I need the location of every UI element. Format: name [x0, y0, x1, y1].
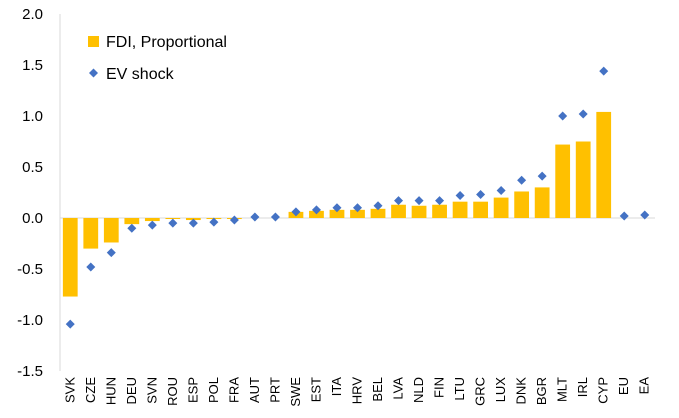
point-fra	[229, 215, 239, 225]
x-tick-label: IRL	[575, 377, 590, 397]
point-deu	[127, 223, 137, 233]
x-tick-label: NLD	[411, 377, 426, 403]
point-hun	[106, 248, 116, 258]
x-tick-label: DEU	[124, 377, 139, 404]
point-rou	[168, 218, 178, 228]
point-nld	[414, 196, 424, 206]
x-tick-label: ROU	[165, 377, 180, 406]
bar-svn	[144, 218, 160, 222]
point-hrv	[353, 203, 362, 213]
point-grc	[476, 190, 486, 200]
x-tick-label: GRC	[473, 377, 488, 406]
bar-irl	[575, 141, 591, 218]
point-bel	[373, 201, 383, 211]
bar-svk	[62, 218, 78, 297]
point-cze	[86, 262, 96, 272]
point-dnk	[517, 175, 527, 185]
x-tick-label: FRA	[226, 377, 241, 403]
point-bgr	[537, 171, 547, 181]
point-fin	[435, 196, 445, 206]
point-ltu	[455, 191, 465, 201]
point-ea	[640, 210, 650, 220]
bar-bgr	[534, 187, 550, 218]
bar-nld	[411, 205, 427, 218]
y-tick-label: -1.5	[17, 363, 43, 380]
point-svk	[65, 319, 75, 329]
x-tick-label: DNK	[514, 377, 529, 405]
x-tick-label: ITA	[329, 377, 344, 397]
point-pol	[209, 217, 219, 227]
point-lva	[394, 196, 404, 206]
y-tick-label: 1.0	[22, 108, 43, 125]
bar-fin	[432, 204, 447, 218]
x-tick-label: EST	[308, 377, 323, 402]
point-irl	[578, 109, 588, 119]
point-prt	[270, 212, 280, 222]
x-tick-labels: SVK CZE HUN DEU SVN ROU ESP POL FRA AUT PRT SWE EST I…	[62, 377, 651, 407]
x-tick-label: POL	[206, 377, 221, 403]
bar-lux	[493, 197, 509, 218]
point-mlt	[558, 111, 568, 121]
x-tick-label: ESP	[185, 377, 200, 403]
x-tick-label: CYP	[596, 377, 611, 404]
x-tick-label: BGR	[534, 377, 549, 405]
bar-ita	[329, 209, 345, 218]
x-tick-label: CZE	[83, 377, 98, 403]
bar-rou	[165, 218, 181, 220]
point-cyp	[599, 66, 609, 76]
x-tick-label: LTU	[452, 377, 467, 401]
y-tick-label: 2.0	[22, 6, 43, 23]
legend: FDI, Proportional EV shock	[88, 34, 227, 83]
x-tick-label: HUN	[103, 377, 118, 405]
bar-dnk	[514, 191, 530, 218]
y-tick-label: 0.0	[22, 210, 43, 227]
bar-deu	[124, 218, 140, 225]
x-tick-label: MLT	[555, 377, 570, 402]
y-tick-label: 0.5	[22, 159, 43, 176]
x-tick-label: EA	[637, 377, 652, 395]
x-tick-label: LVA	[391, 377, 406, 400]
bar-cyp	[596, 111, 612, 218]
points	[65, 66, 650, 329]
x-tick-label: SVN	[144, 377, 159, 404]
point-aut	[250, 212, 260, 222]
bar-est	[309, 210, 324, 218]
x-tick-label: BEL	[370, 377, 385, 402]
bar-cze	[83, 218, 99, 249]
x-tick-label: HRV	[350, 377, 365, 405]
x-tick-label: SWE	[288, 377, 303, 407]
point-eu	[619, 211, 629, 221]
point-ita	[332, 203, 342, 213]
y-tick-labels: 2.0 1.5 1.0 0.5 0.0 -0.5 -1.0 -1.5	[17, 6, 43, 380]
point-svn	[147, 220, 157, 230]
bar-hrv	[350, 209, 365, 218]
x-tick-label: FIN	[432, 377, 447, 398]
point-lux	[496, 185, 506, 195]
bar-mlt	[555, 144, 571, 218]
y-tick-label: 1.5	[22, 57, 43, 74]
x-tick-label: AUT	[247, 377, 262, 403]
bar-ltu	[452, 201, 468, 218]
bar-hun	[103, 218, 119, 243]
point-swe	[291, 207, 301, 217]
x-tick-label: LUX	[493, 377, 508, 403]
y-tick-label: -1.0	[17, 312, 43, 329]
bar-grc	[473, 201, 488, 218]
y-tick-label: -0.5	[17, 261, 43, 278]
bar-bel	[370, 208, 386, 218]
legend-swatch-fdi	[88, 36, 99, 47]
legend-label-fdi: FDI, Proportional	[106, 34, 227, 51]
legend-marker-ev	[89, 68, 98, 78]
x-tick-label: EU	[616, 377, 631, 395]
bar-lva	[391, 204, 406, 218]
x-tick-label: PRT	[267, 377, 282, 403]
bars	[62, 111, 612, 297]
point-est	[311, 205, 321, 215]
legend-label-ev: EV shock	[106, 66, 175, 83]
point-esp	[188, 218, 198, 228]
x-tick-label: SVK	[62, 377, 77, 403]
